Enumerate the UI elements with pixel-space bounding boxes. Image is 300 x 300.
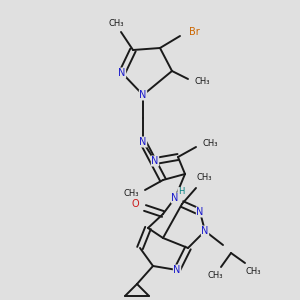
Text: N: N [196, 207, 204, 217]
Text: CH₃: CH₃ [194, 76, 210, 85]
Text: N: N [139, 90, 147, 100]
Text: CH₃: CH₃ [108, 20, 124, 28]
Text: CH₃: CH₃ [245, 266, 261, 275]
Text: N: N [171, 193, 179, 203]
Text: N: N [173, 265, 181, 275]
Text: Br: Br [189, 27, 200, 37]
Text: N: N [201, 226, 209, 236]
Text: CH₃: CH₃ [202, 139, 218, 148]
Text: CH₃: CH₃ [207, 271, 223, 280]
Text: H: H [178, 188, 184, 196]
Text: N: N [118, 68, 126, 78]
Text: O: O [131, 199, 139, 209]
Text: N: N [151, 156, 159, 166]
Text: CH₃: CH₃ [123, 190, 139, 199]
Text: CH₃: CH₃ [196, 173, 212, 182]
Text: N: N [139, 137, 147, 147]
